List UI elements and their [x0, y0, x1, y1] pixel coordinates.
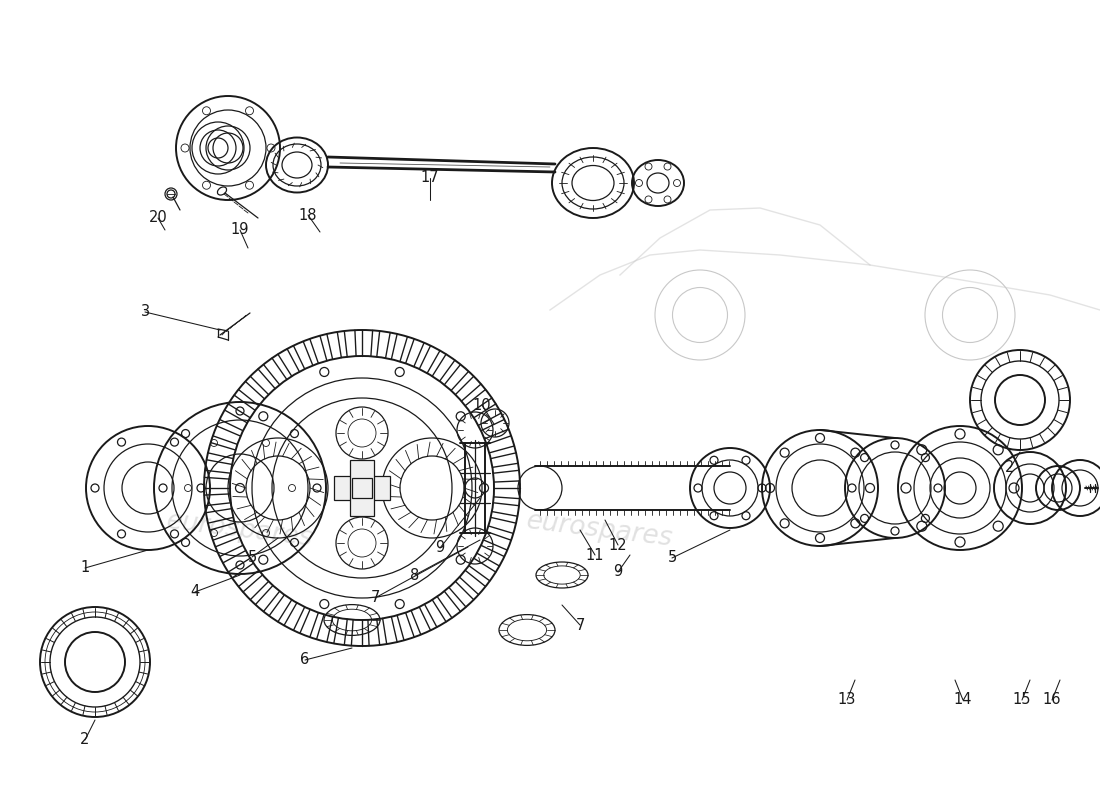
- Text: eurospares: eurospares: [165, 508, 315, 552]
- Text: 8: 8: [410, 567, 419, 582]
- Text: 5: 5: [248, 550, 256, 565]
- Text: 12: 12: [608, 538, 627, 553]
- Text: 2: 2: [1005, 461, 1014, 475]
- Text: 3: 3: [141, 305, 150, 319]
- Text: 6: 6: [300, 653, 309, 667]
- Text: eurospares: eurospares: [525, 508, 674, 552]
- Text: 7: 7: [575, 618, 585, 633]
- Text: 18: 18: [299, 207, 317, 222]
- Text: 2: 2: [80, 733, 90, 747]
- Text: 4: 4: [190, 585, 199, 599]
- Text: 9: 9: [614, 565, 623, 579]
- Text: 14: 14: [954, 693, 972, 707]
- Text: 13: 13: [838, 693, 856, 707]
- Text: 1: 1: [80, 561, 89, 575]
- Text: 10: 10: [473, 398, 492, 413]
- Bar: [334, 476, 390, 500]
- Text: 7: 7: [371, 590, 380, 606]
- Text: 11: 11: [585, 547, 604, 562]
- Text: 9: 9: [436, 541, 444, 555]
- Text: 5: 5: [668, 550, 676, 566]
- Bar: [352, 478, 372, 498]
- Text: 20: 20: [148, 210, 167, 226]
- Text: 16: 16: [1043, 693, 1062, 707]
- Bar: [350, 460, 374, 516]
- Text: 17: 17: [420, 170, 439, 186]
- Text: 15: 15: [1013, 693, 1032, 707]
- Text: 19: 19: [231, 222, 250, 238]
